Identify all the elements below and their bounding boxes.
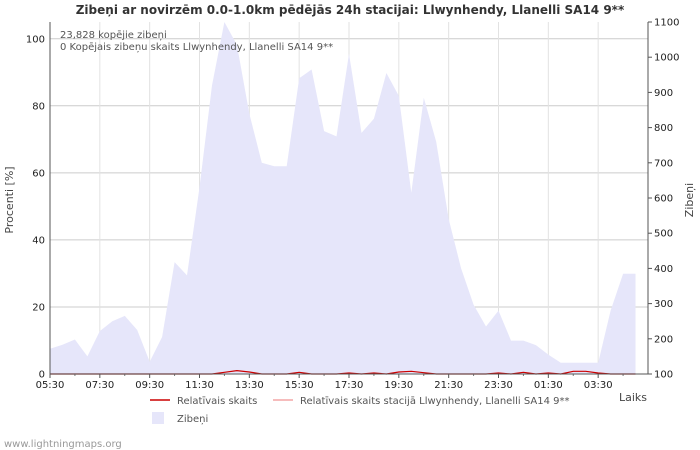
legend-label-lightning: Zibeņi <box>177 414 208 425</box>
y-axis-right-label: Zibeņi <box>683 183 696 217</box>
axes: 0 20 40 60 80 100 100 200 300 400 500 600 700 800 900 1… <box>26 18 680 392</box>
y-tick-right-label: 200 <box>654 334 673 345</box>
x-tick-label: 13:30 <box>235 380 264 391</box>
y-tick-right-label: 700 <box>654 158 673 169</box>
legend-label-station-relative-count: Relatīvais skaits stacijā Llwynhendy, Ll… <box>300 396 570 407</box>
y-tick-right-label: 1100 <box>654 18 679 29</box>
x-tick-label: 23:30 <box>484 380 513 391</box>
x-axis-label: Laiks <box>619 391 647 404</box>
lightning-area <box>50 22 636 374</box>
y-tick-right-label: 100 <box>654 370 673 381</box>
lightning-area-series <box>50 22 636 374</box>
chart-title: Zibeņi ar novirzēm 0.0-1.0km pēdējās 24h… <box>76 3 625 17</box>
y-tick-right-label: 600 <box>654 194 673 205</box>
x-tick-label: 07:30 <box>85 380 114 391</box>
x-tick-label: 03:30 <box>584 380 613 391</box>
x-tick-label: 17:30 <box>335 380 364 391</box>
y-axis-left-label: Procenti [%] <box>3 166 16 233</box>
y-tick-left-label: 40 <box>32 235 45 246</box>
x-tick-label: 15:30 <box>285 380 314 391</box>
y-tick-right-label: 500 <box>654 229 673 240</box>
x-tick-label: 09:30 <box>135 380 164 391</box>
y-tick-right-label: 900 <box>654 88 673 99</box>
y-tick-right-label: 300 <box>654 299 673 310</box>
info-station-total: 0 Kopējais zibeņu skaits Llwynhendy, Lla… <box>60 42 333 53</box>
info-total: 23,828 kopējie zibeņi <box>60 30 167 41</box>
x-tick-label: 01:30 <box>534 380 563 391</box>
x-tick-label: 05:30 <box>36 380 65 391</box>
legend: Relatīvais skaits Relatīvais skaits stac… <box>150 396 570 425</box>
y-tick-left-label: 100 <box>26 34 45 45</box>
x-tick-label: 19:30 <box>384 380 413 391</box>
y-tick-right-label: 800 <box>654 123 673 134</box>
legend-label-relative-count: Relatīvais skaits <box>177 396 257 407</box>
y-tick-left-label: 0 <box>39 370 45 381</box>
x-tick-label: 11:30 <box>185 380 214 391</box>
x-tick-label: 21:30 <box>434 380 463 391</box>
y-tick-left-label: 80 <box>32 101 45 112</box>
y-tick-left-label: 60 <box>32 168 45 179</box>
y-tick-right-label: 400 <box>654 264 673 275</box>
y-tick-right-label: 1000 <box>654 53 679 64</box>
credit-text: www.lightningmaps.org <box>4 439 122 450</box>
y-tick-left-label: 20 <box>32 302 45 313</box>
legend-swatch-lightning <box>152 412 164 424</box>
